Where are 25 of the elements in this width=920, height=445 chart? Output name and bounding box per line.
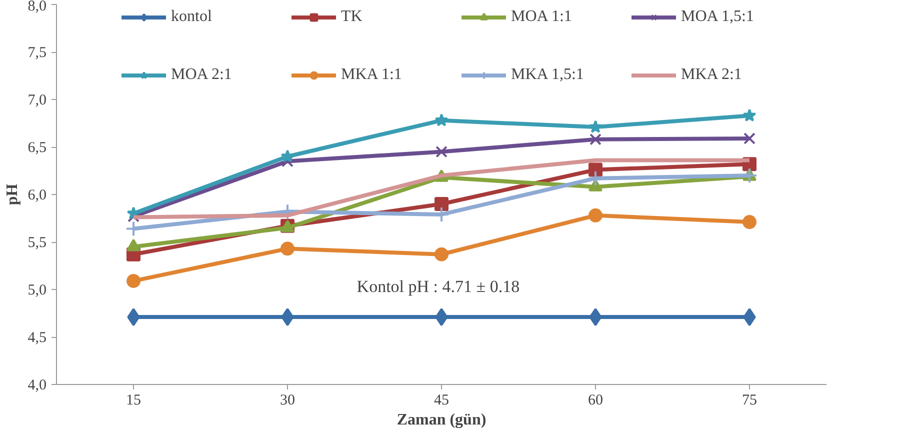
y-tick-label: 7,5 xyxy=(28,45,46,61)
x-tick-label: 45 xyxy=(434,392,449,408)
legend-label: MOA 1:1 xyxy=(511,8,573,26)
legend-label: MKA 1:1 xyxy=(341,66,403,84)
y-tick-label: 6,5 xyxy=(28,140,46,156)
legend-label: MKA 1,5:1 xyxy=(511,66,585,84)
y-tick-label: 6,0 xyxy=(28,188,46,204)
annotation: Kontol pH : 4.71 ± 0.18 xyxy=(356,277,520,296)
legend-label: TK xyxy=(341,8,364,26)
legend-label: kontol xyxy=(171,8,213,26)
y-axis-title: pH xyxy=(4,183,21,206)
y-tick-label: 5,0 xyxy=(28,282,46,298)
y-tick-label: 4,0 xyxy=(28,378,46,394)
x-tick-label: 75 xyxy=(742,392,757,408)
x-tick-label: 15 xyxy=(126,392,141,408)
y-tick-label: 5,5 xyxy=(28,235,46,251)
y-tick-label: 4,5 xyxy=(28,330,46,346)
legend-label: MOA 1,5:1 xyxy=(681,8,755,26)
legend-label: MOA 2:1 xyxy=(171,66,233,84)
legend-label: MKA 2:1 xyxy=(681,66,743,84)
y-tick-label: 7,0 xyxy=(28,92,46,108)
x-tick-label: 60 xyxy=(588,392,603,408)
y-tick-label: 8,0 xyxy=(28,0,46,14)
x-tick-label: 30 xyxy=(280,392,295,408)
x-axis-title: Zaman (gün) xyxy=(396,412,486,428)
